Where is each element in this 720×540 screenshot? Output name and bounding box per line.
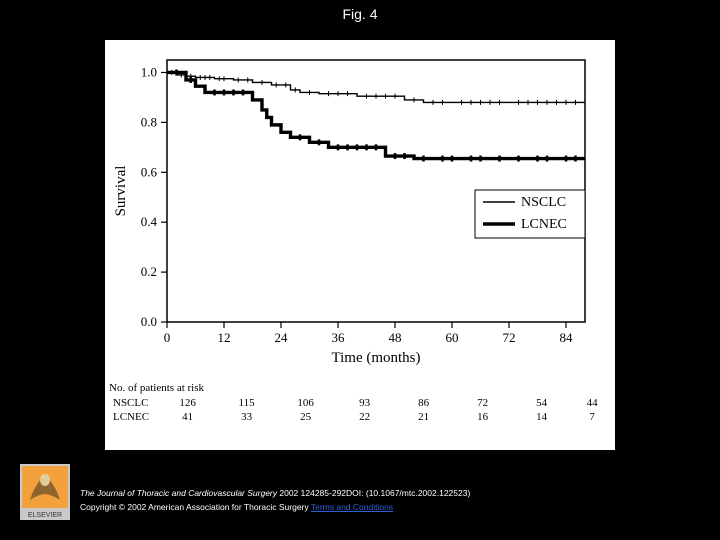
svg-text:Survival: Survival [113,166,129,217]
risk-cell: 21 [395,411,452,423]
svg-text:NSCLC: NSCLC [521,195,566,210]
svg-text:LCNEC: LCNEC [521,217,567,232]
risk-cell: 44 [572,397,612,409]
svg-text:12: 12 [218,330,231,345]
svg-text:0.4: 0.4 [141,214,158,229]
svg-text:36: 36 [332,330,346,345]
elsevier-logo: ELSEVIER [20,464,70,520]
svg-text:24: 24 [275,330,289,345]
risk-cell: 16 [454,411,511,423]
risk-cell: 86 [395,397,452,409]
risk-cell: 106 [277,397,334,409]
copyright-line: Copyright © 2002 American Association fo… [80,502,393,512]
elsevier-logo-text: ELSEVIER [28,512,62,519]
svg-text:0.2: 0.2 [141,264,157,279]
citation-rest: 2002 124285-292DOI: (10.1067/mtc.2002.12… [277,488,470,498]
svg-text:0.0: 0.0 [141,314,157,329]
survival-chart: 0.0 0.2 0.4 0.6 0.8 1.0 0 12 24 36 48 60 72 84 Time (m… [105,40,615,380]
risk-row-label: NSCLC [111,397,157,409]
risk-table: No. of patients at risk NSCLC12611510693… [109,382,614,425]
risk-cell: 33 [218,411,275,423]
svg-text:48: 48 [389,330,402,345]
risk-cell: 93 [336,397,393,409]
svg-text:0.8: 0.8 [141,114,157,129]
risk-cell: 72 [454,397,511,409]
risk-row-label: LCNEC [111,411,157,423]
risk-cell: 7 [572,411,612,423]
figure-panel: 0.0 0.2 0.4 0.6 0.8 1.0 0 12 24 36 48 60 72 84 Time (m… [105,40,615,450]
svg-text:0: 0 [164,330,171,345]
svg-text:60: 60 [446,330,459,345]
svg-text:84: 84 [560,330,574,345]
citation-line: The Journal of Thoracic and Cardiovascul… [80,488,470,498]
svg-text:72: 72 [503,330,516,345]
risk-cell: 115 [218,397,275,409]
risk-cell: 25 [277,411,334,423]
journal-name: The Journal of Thoracic and Cardiovascul… [80,488,277,498]
figure-title: Fig. 4 [0,6,720,22]
risk-cell: 54 [513,397,570,409]
svg-text:0.6: 0.6 [141,164,158,179]
terms-link[interactable]: Terms and Conditions [311,502,393,512]
svg-text:Time (months): Time (months) [331,350,420,366]
risk-cell: 126 [159,397,216,409]
copyright-text: Copyright © 2002 American Association fo… [80,502,311,512]
risk-cell: 22 [336,411,393,423]
risk-table-header: No. of patients at risk [109,382,614,395]
svg-text:1.0: 1.0 [141,64,157,79]
risk-cell: 41 [159,411,216,423]
risk-cell: 14 [513,411,570,423]
